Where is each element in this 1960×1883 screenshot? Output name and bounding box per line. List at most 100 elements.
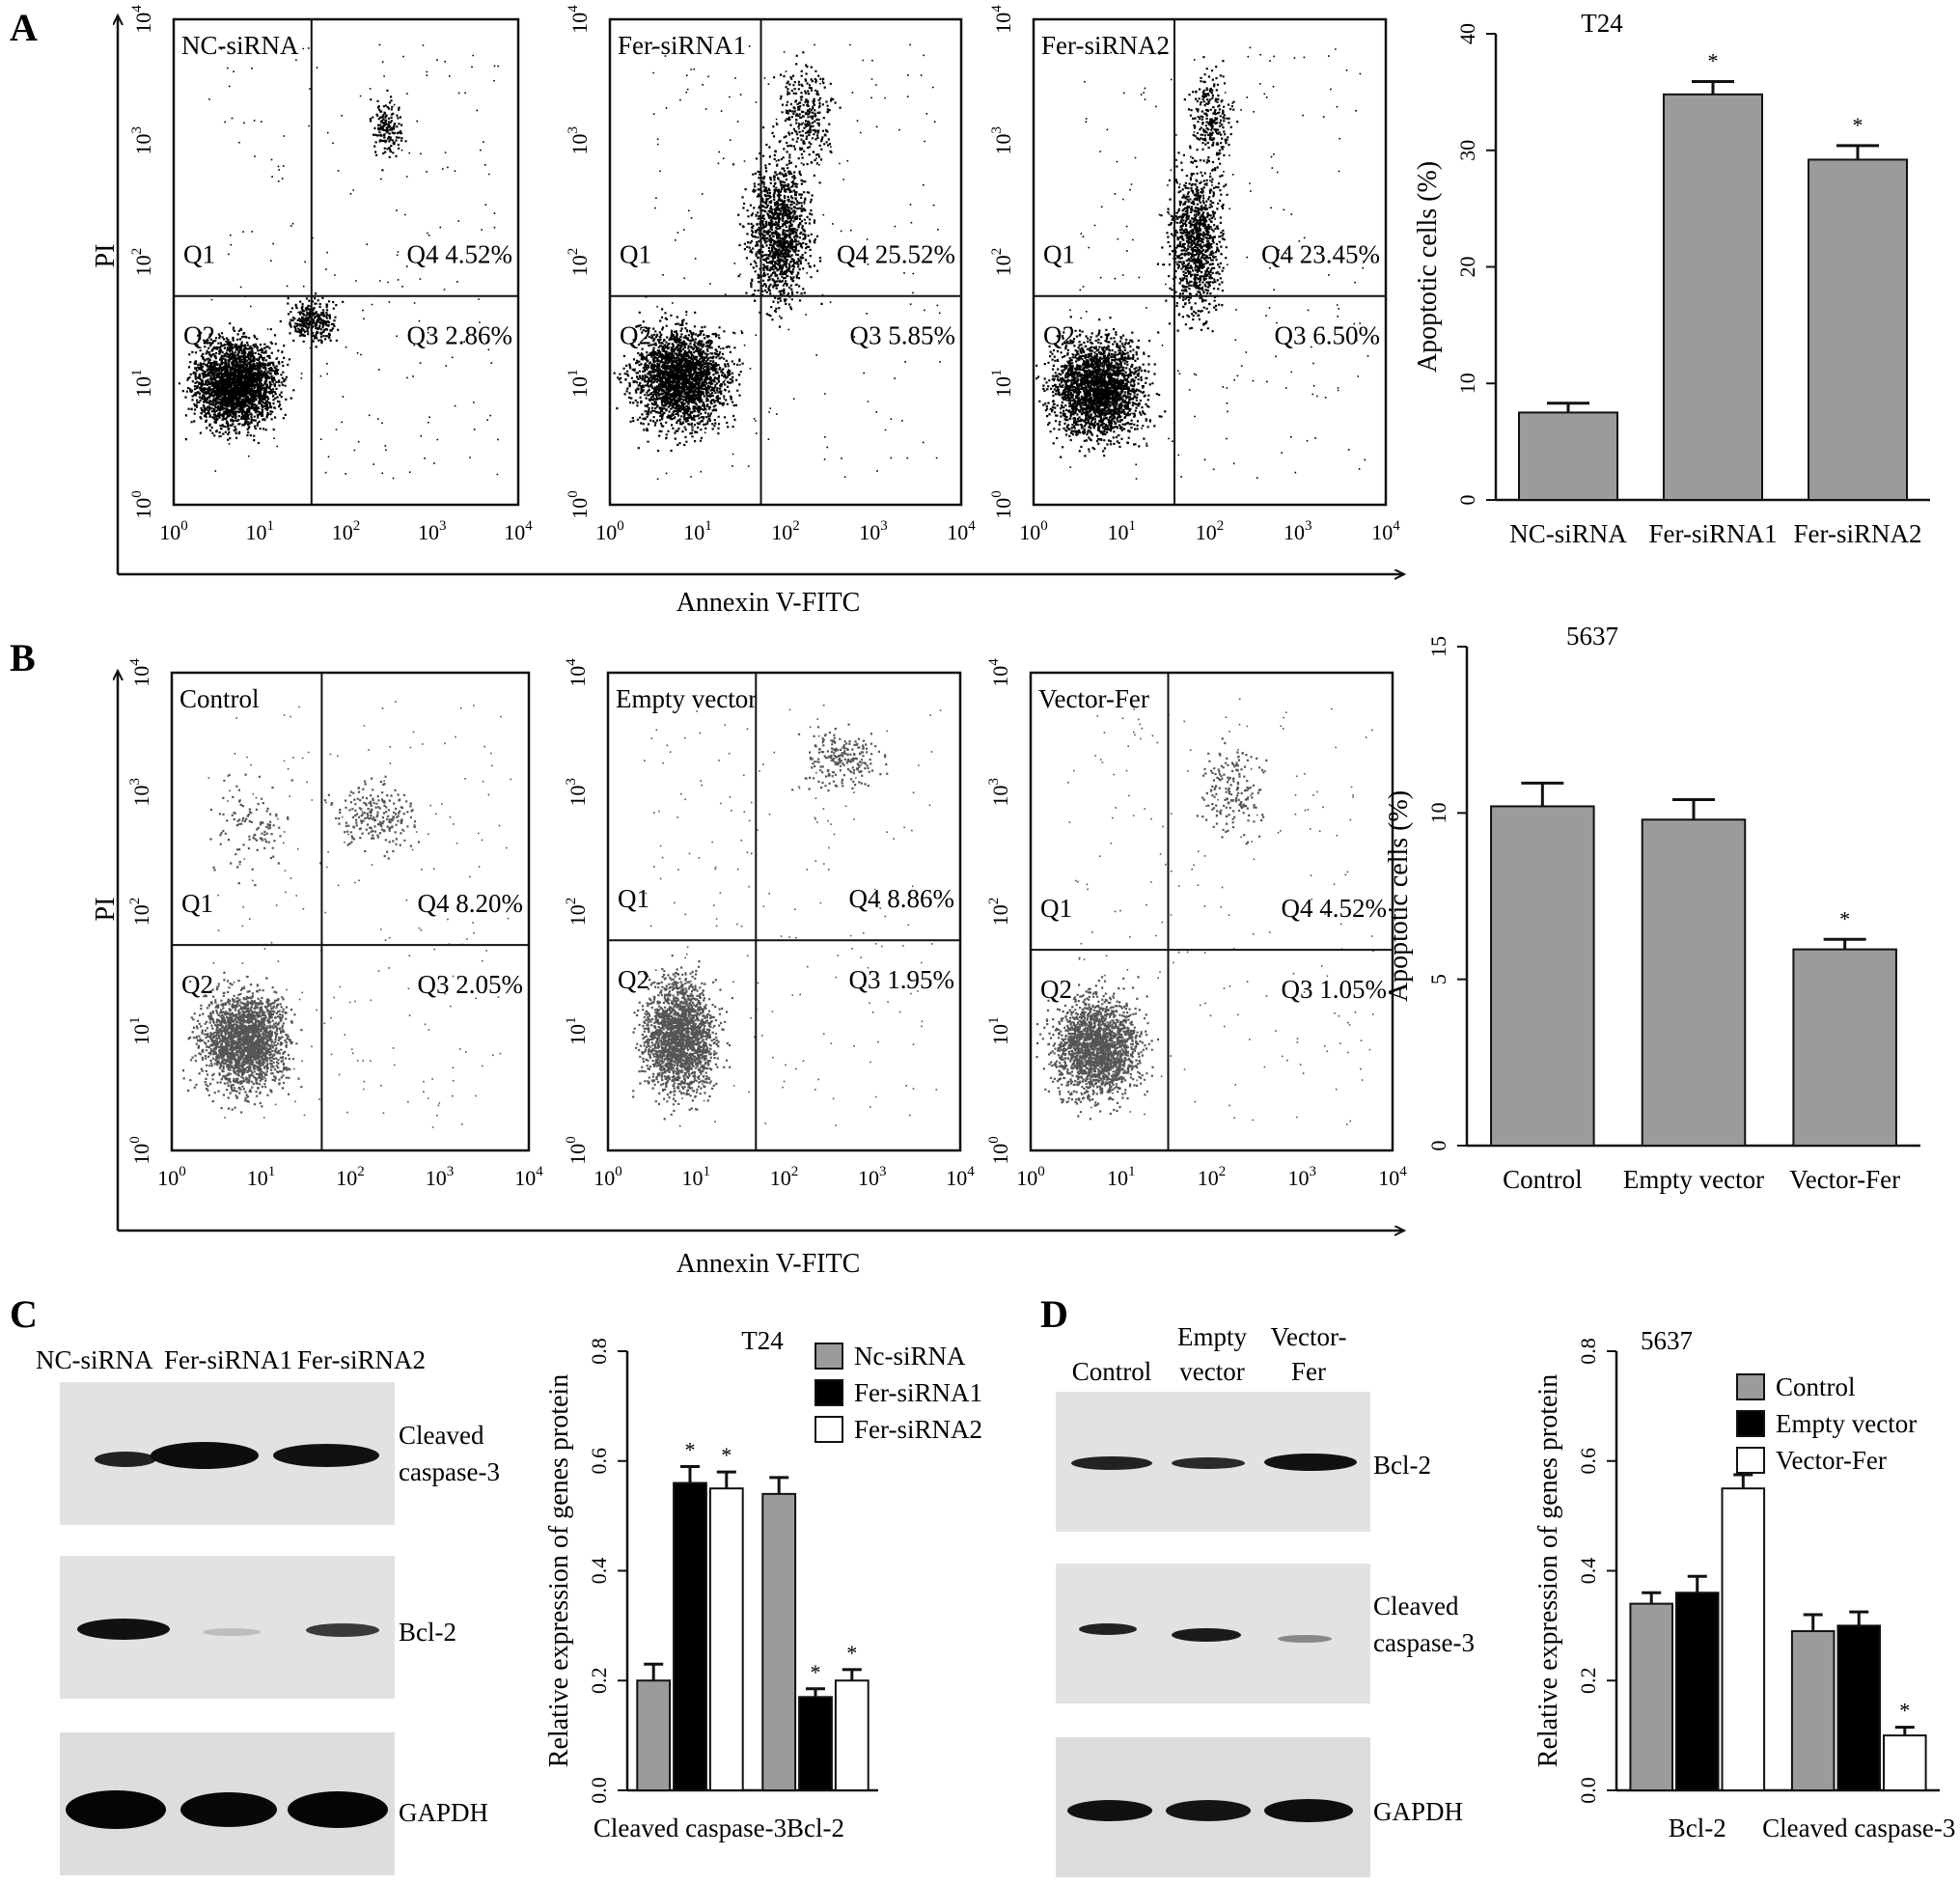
panel-a-x-tick: 101 — [1108, 518, 1137, 544]
panel-b-x-tick: 103 — [858, 1164, 887, 1190]
chart-y-tick-label: 0.0 — [587, 1777, 611, 1804]
band-d-gapdh-1 — [1067, 1800, 1152, 1821]
panel-a-x-tick: 100 — [1019, 518, 1048, 544]
band-c-bcl2-3 — [306, 1623, 379, 1637]
chart-category-label: Fer-siRNA1 — [1649, 519, 1778, 548]
chart-y-tick-label: 10 — [1426, 802, 1450, 823]
panel-b-y-tick: 101 — [986, 1017, 1012, 1046]
significance-star: * — [846, 1641, 857, 1665]
chart-y-label: Apoptotic cells (%) — [1384, 790, 1414, 1002]
band-c-caspase-1 — [95, 1452, 156, 1467]
chart-y-tick-label: 0.8 — [587, 1338, 611, 1365]
significance-star: * — [1708, 49, 1719, 73]
panel-b-x-tick: 104 — [946, 1164, 975, 1190]
panel-b-x-tick: 101 — [1107, 1164, 1136, 1190]
significance-star: * — [685, 1437, 696, 1461]
chart-y-tick-label: 0.2 — [587, 1668, 611, 1695]
panel-a-q3-label: Q3 6.50% — [1275, 321, 1381, 350]
chart-y-tick-label: 30 — [1455, 140, 1479, 161]
panel-b-x-tick: 104 — [514, 1164, 543, 1190]
panel-b-q1-label: Q1 — [1040, 894, 1072, 923]
panel-letter-c: C — [10, 1292, 38, 1336]
blot-d-lane-3-top: Vector- — [1271, 1322, 1347, 1351]
bar — [1836, 1624, 1882, 1791]
panel-a-y-tick: 100 — [129, 490, 155, 519]
panel-b-x-tick: 100 — [157, 1164, 186, 1190]
blot-c-label-bcl2: Bcl-2 — [399, 1618, 456, 1647]
panel-b-q2-label: Q2 — [181, 970, 213, 999]
chart-category-label: Empty vector — [1623, 1165, 1764, 1194]
bar — [1641, 818, 1747, 1148]
band-c-bcl2-2 — [203, 1628, 261, 1636]
panel-b-cell-events — [181, 701, 512, 1128]
panel-b-y-tick: 100 — [564, 1136, 590, 1165]
panel-b-y-tick: 103 — [986, 778, 1012, 807]
panel-a-y-tick: 102 — [989, 248, 1015, 277]
panel-b-q1-label: Q1 — [618, 884, 649, 913]
band-d-bcl2-1 — [1071, 1456, 1152, 1470]
chart-category-label: Fer-siRNA2 — [1794, 519, 1922, 548]
panel-b-q4-label: Q4 8.20% — [418, 889, 524, 918]
chart-category-label: Cleaved caspase-3 — [1762, 1814, 1955, 1842]
legend-label: Control — [1776, 1372, 1856, 1401]
panel-a-y-tick: 103 — [129, 126, 155, 155]
panel-b-y-tick: 101 — [564, 1017, 590, 1046]
significance-star: * — [1899, 1699, 1910, 1723]
panel-a-x-tick: 100 — [595, 518, 624, 544]
panel-a-q2-label: Q2 — [1043, 321, 1075, 350]
legend-swatch — [1736, 1410, 1765, 1437]
bar — [1808, 158, 1908, 501]
blot-d-lane-2-bottom: vector — [1179, 1357, 1244, 1386]
panel-b-q2-label: Q2 — [618, 965, 649, 994]
legend-label: Nc-siRNA — [854, 1342, 966, 1371]
blot-d-label-cleaved: Cleaved — [1373, 1592, 1459, 1620]
legend-label: Empty vector — [1776, 1409, 1917, 1438]
panel-a-x-tick: 102 — [771, 518, 800, 544]
panel-a-cell-events — [178, 43, 502, 480]
panel-b-x-tick: 100 — [594, 1164, 622, 1190]
panel-b-flow: PI Annexin V-FITC Control Q1 Q2 Q4 8.20% Q3 … — [91, 658, 1407, 1279]
blot-c-label-caspase: caspase-3 — [399, 1457, 500, 1486]
panel-a-x-tick: 103 — [1284, 518, 1312, 544]
panel-a-plot-title: Fer-siRNA1 — [618, 31, 746, 60]
panel-b-q3-label: Q3 1.05% — [1282, 975, 1388, 1004]
panel-b-y-tick: 103 — [564, 778, 590, 807]
blot-d-label-gapdh: GAPDH — [1373, 1797, 1463, 1826]
chart-y-tick-label: 0 — [1426, 1141, 1450, 1151]
bar — [1674, 1592, 1720, 1791]
panel-a-q4-label: Q4 25.52% — [837, 240, 955, 269]
panel-a-x-tick: 103 — [418, 518, 447, 544]
panel-b-x-tick: 103 — [1288, 1164, 1317, 1190]
panel-letter-d: D — [1040, 1292, 1068, 1336]
blot-c-label-gapdh: GAPDH — [399, 1798, 488, 1827]
bar — [673, 1481, 707, 1791]
panel-a-q3-label: Q3 5.85% — [850, 321, 956, 350]
chart-5637-apoptosis: 0 5 10 15 Apoptotic cells (%) 5637 Control Empt… — [1384, 622, 1920, 1194]
panel-b-x-tick: 101 — [682, 1164, 711, 1190]
blot-d-lane-1: Control — [1072, 1357, 1152, 1386]
panel-a-y-tick: 102 — [566, 248, 592, 277]
chart-y-tick-label: 10 — [1455, 373, 1479, 394]
chart-y-tick-label: 20 — [1455, 257, 1479, 278]
panel-b-plot-title: Control — [179, 684, 260, 713]
panel-b-x-tick: 102 — [770, 1164, 799, 1190]
panel-a-y-tick: 101 — [129, 370, 155, 399]
legend-label: Fer-siRNA1 — [854, 1378, 982, 1407]
panel-b-plot-title: Empty vector — [616, 684, 757, 713]
panel-b-plot-title: Vector-Fer — [1038, 684, 1149, 713]
bar — [1518, 411, 1618, 501]
chart-category-label: Cleaved caspase-3 — [594, 1814, 787, 1842]
panel-b-q4-label: Q4 4.52% — [1282, 894, 1388, 923]
panel-b-y-tick: 104 — [127, 658, 153, 687]
chart-y-tick-label: 15 — [1426, 636, 1450, 657]
panel-a-y-tick: 104 — [989, 5, 1015, 34]
chart-y-label: Relative expression of genes protein — [1533, 1374, 1563, 1767]
panel-a-q2-label: Q2 — [620, 321, 651, 350]
band-c-bcl2-1 — [77, 1619, 170, 1640]
panel-letter-a: A — [10, 6, 38, 49]
bar — [761, 1492, 797, 1791]
panel-b-y-tick: 104 — [564, 658, 590, 687]
